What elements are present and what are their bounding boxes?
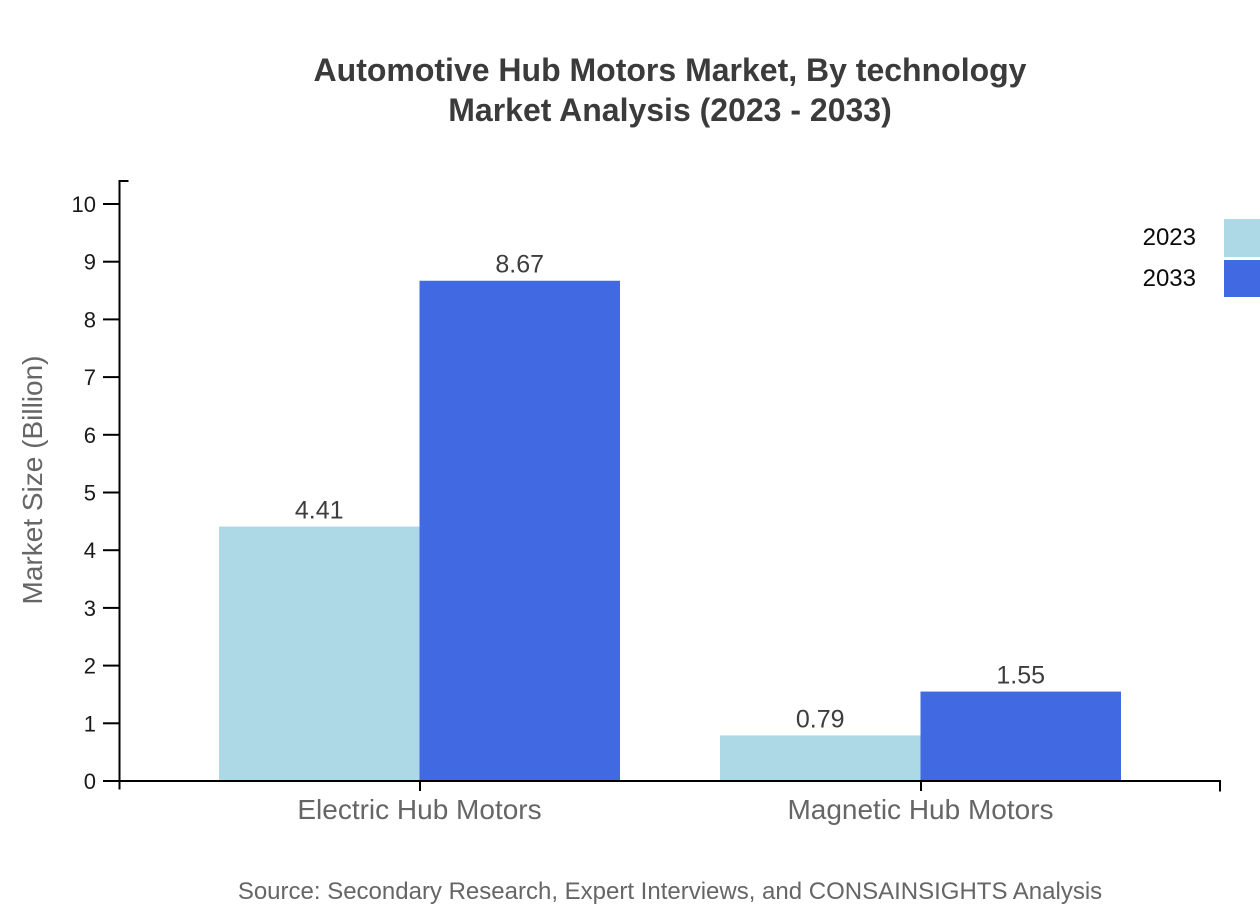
- bar-value-label: 4.41: [295, 497, 344, 525]
- x-category-label: Magnetic Hub Motors: [787, 794, 1053, 825]
- y-tick-label: 1: [84, 711, 96, 736]
- y-tick-label: 10: [72, 192, 96, 217]
- y-tick-label: 2: [84, 654, 96, 679]
- chart-title: Automotive Hub Motors Market, By technol…: [80, 50, 1260, 130]
- bar-value-label: 8.67: [495, 251, 544, 279]
- y-tick-label: 6: [84, 423, 96, 448]
- y-tick-label: 8: [84, 307, 96, 332]
- source-note: Source: Secondary Research, Expert Inter…: [237, 878, 1103, 905]
- bar: [720, 735, 921, 781]
- bar: [419, 280, 620, 781]
- chart-title-line2: Market Analysis (2023 - 2033): [448, 92, 892, 128]
- bar: [219, 526, 420, 781]
- bar-value-label: 0.79: [796, 705, 845, 733]
- y-tick-label: 7: [84, 365, 96, 390]
- y-tick-label: 9: [84, 250, 96, 275]
- y-tick-label: 3: [84, 596, 96, 621]
- x-category-label: Electric Hub Motors: [297, 794, 541, 825]
- bar-value-label: 1.55: [996, 662, 1045, 690]
- bar: [920, 691, 1121, 781]
- y-tick-label: 4: [84, 538, 96, 563]
- y-tick-label: 5: [84, 481, 96, 506]
- chart-title-line1: Automotive Hub Motors Market, By technol…: [313, 52, 1027, 88]
- y-tick-label: 0: [84, 769, 96, 794]
